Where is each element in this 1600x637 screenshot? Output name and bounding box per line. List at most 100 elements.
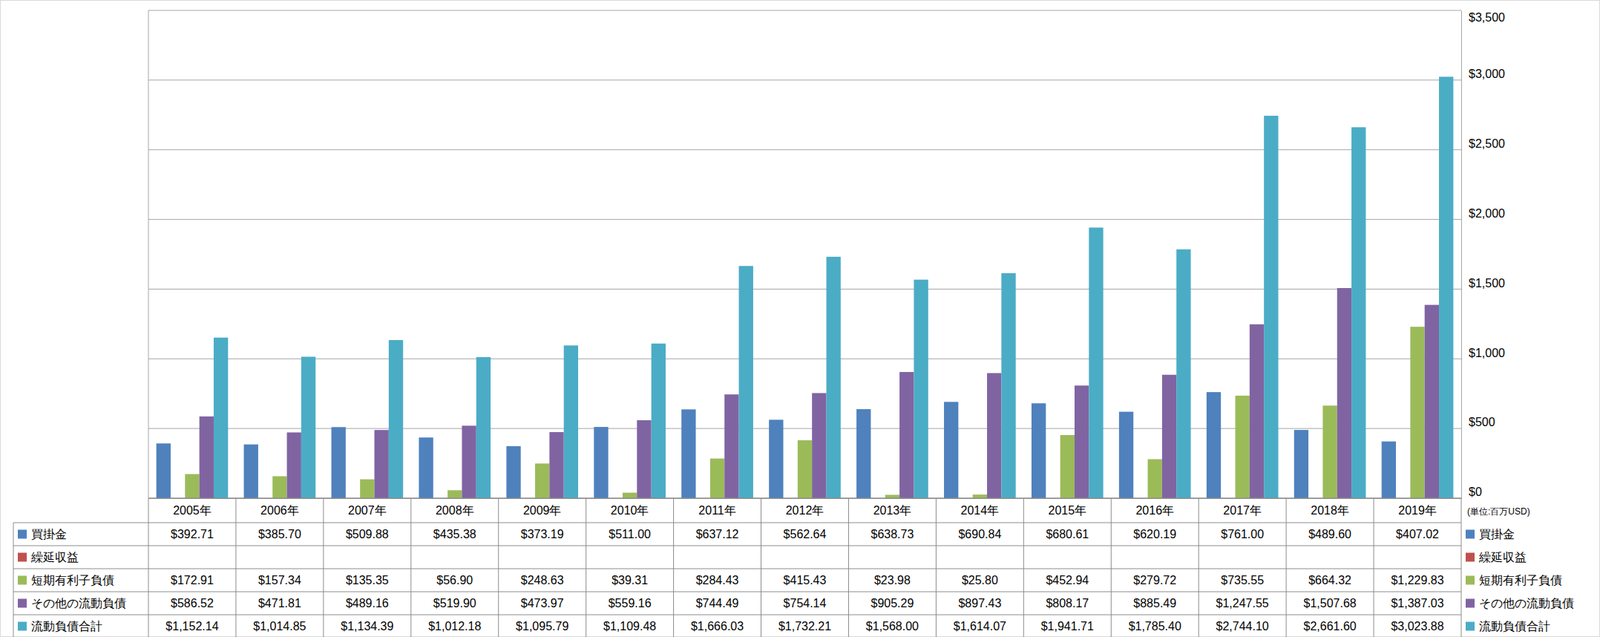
- tick-label: $0: [1468, 485, 1483, 498]
- table-value: $385.70: [258, 527, 302, 541]
- bar: [1074, 385, 1089, 498]
- tick-label: 2012年: [785, 503, 825, 517]
- tick-label: 2011年: [698, 503, 736, 517]
- chart: $0$500$1,000$1,500$2,000$2,500$3,000$3,5…: [0, 0, 1600, 637]
- table-value: $637.12: [696, 527, 740, 541]
- legend-label: 繰延収益: [30, 550, 79, 564]
- bar: [244, 444, 259, 498]
- tick-label: 2016年: [1135, 503, 1175, 517]
- tick: $2,000: [1461, 207, 1506, 220]
- bar: [636, 420, 651, 498]
- tick-label: 2017年: [1223, 503, 1262, 517]
- table-value: $3,023.88: [1390, 619, 1444, 633]
- tick-label: 2008年: [435, 503, 475, 517]
- bar: [826, 256, 841, 498]
- table-value: $489.16: [345, 596, 389, 610]
- bar: [184, 474, 199, 498]
- bar: [1235, 395, 1250, 498]
- tick: 2006年: [260, 497, 300, 517]
- bars: [156, 76, 1454, 498]
- tick: 2010年: [610, 497, 650, 517]
- legend-swatch: [1465, 621, 1475, 631]
- tick: 2012年: [785, 497, 825, 517]
- table-value: $559.16: [608, 596, 652, 610]
- bar: [272, 475, 287, 498]
- table-line: [935, 497, 937, 637]
- bar: [331, 426, 346, 498]
- table-line: [848, 497, 849, 637]
- table-line: [13, 522, 1462, 524]
- table-value: $172.91: [170, 573, 214, 587]
- tick: 2007年: [348, 497, 387, 517]
- bar: [1381, 441, 1396, 498]
- table-value: $905.29: [871, 596, 915, 610]
- series-bars: [184, 326, 1425, 498]
- bar: [1294, 429, 1309, 498]
- table-value: $620.19: [1133, 527, 1177, 541]
- table-line: [13, 614, 1462, 616]
- table-value: $2,661.60: [1303, 619, 1357, 633]
- bar: [287, 431, 302, 498]
- x-axis: 2005年2006年2007年2008年2009年2010年2011年2012年…: [149, 497, 1462, 517]
- table-value: $1,507.68: [1303, 596, 1357, 610]
- tick-label: $3,500: [1468, 11, 1506, 24]
- table-line: [235, 497, 236, 637]
- tick: 2011年: [698, 497, 736, 517]
- table-value: $519.90: [433, 596, 477, 610]
- table-value: $1,152.14: [165, 619, 219, 633]
- bar: [972, 494, 988, 498]
- bar: [739, 265, 754, 498]
- table-line: [148, 497, 1462, 499]
- table-value: $135.35: [345, 573, 389, 587]
- bar: [199, 416, 214, 498]
- bar: [622, 492, 637, 498]
- legend-swatch: [1465, 552, 1475, 562]
- table-value: $407.02: [1395, 527, 1439, 541]
- table-value: $735.55: [1220, 573, 1264, 587]
- table-value: $452.94: [1045, 573, 1089, 587]
- bar: [461, 425, 476, 498]
- bar: [1410, 326, 1425, 498]
- table-value: $392.71: [170, 527, 214, 541]
- bar: [1263, 115, 1278, 498]
- tick-label: 2019年: [1398, 503, 1437, 517]
- bar: [724, 394, 739, 498]
- table-line: [497, 497, 499, 637]
- grid-line: [148, 79, 1462, 81]
- tick: $3,000: [1461, 67, 1506, 81]
- table-value: $1,095.79: [515, 619, 569, 633]
- tick-label: 2015年: [1048, 503, 1088, 517]
- table-line: [1373, 497, 1375, 637]
- bar: [681, 408, 696, 498]
- table-value: $279.72: [1133, 573, 1177, 587]
- series-bars: [199, 287, 1439, 498]
- table-value: $897.43: [958, 596, 1002, 610]
- table-value: $2,744.10: [1216, 619, 1270, 633]
- table-line: [673, 497, 674, 637]
- bar: [359, 479, 375, 498]
- table-value: $1,229.83: [1390, 573, 1444, 587]
- bar: [913, 279, 928, 498]
- tick: $0: [1461, 485, 1483, 498]
- tick-label: 2013年: [873, 503, 913, 517]
- table-value: $808.17: [1045, 596, 1089, 610]
- tick: $3,500: [1461, 11, 1506, 24]
- tick-label: $500: [1468, 415, 1496, 429]
- bar: [856, 408, 871, 498]
- tick: 2008年: [435, 497, 475, 517]
- table-value: $1,134.39: [340, 619, 394, 633]
- table-value: $1,014.85: [253, 619, 306, 633]
- tick-label: $2,500: [1468, 137, 1506, 150]
- bar: [506, 446, 521, 498]
- table-line: [1461, 497, 1462, 637]
- tick-label: 2007年: [348, 503, 387, 517]
- table-value: $415.43: [783, 573, 827, 587]
- legend-label: 短期有利子負債: [31, 573, 115, 587]
- legend-label: 流動負債合計: [1479, 619, 1551, 633]
- tick-label: 2010年: [610, 503, 650, 517]
- bar: [1438, 76, 1454, 498]
- table-value: $157.34: [258, 573, 302, 587]
- bar: [811, 392, 826, 498]
- axis-line: [1461, 11, 1462, 499]
- bar: [1031, 402, 1046, 498]
